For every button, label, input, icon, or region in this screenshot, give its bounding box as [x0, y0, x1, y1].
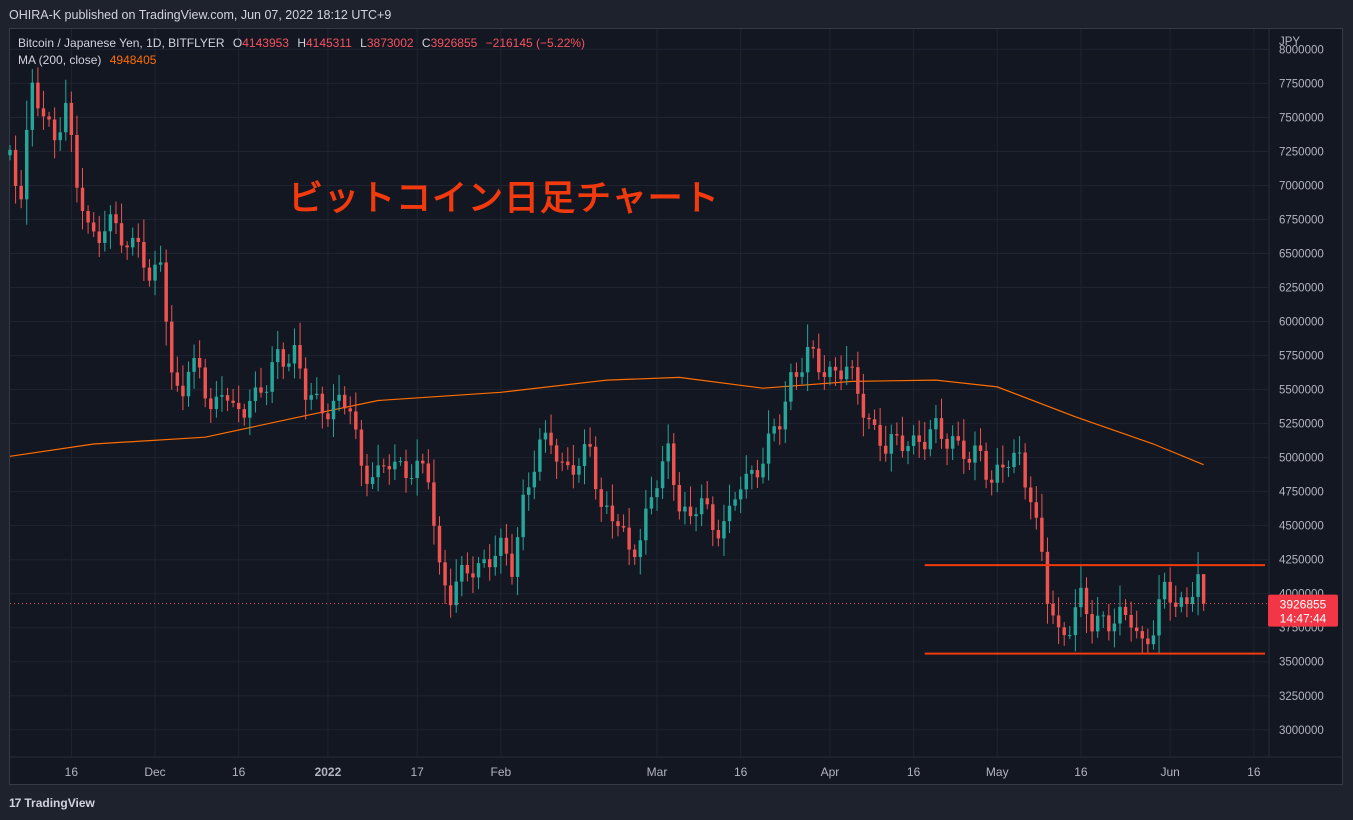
legend-ma-label[interactable]: MA (200, close)	[18, 53, 102, 67]
publisher-header: OHIRA-K published on TradingView.com, Ju…	[0, 0, 1353, 28]
legend-h-label: H	[297, 36, 306, 50]
legend-ma-value: 4948405	[109, 53, 157, 67]
legend-high: 4145311	[305, 36, 352, 50]
tradingview-logo[interactable]: 17 TradingView	[9, 796, 95, 810]
legend-open: 4143953	[242, 36, 289, 50]
tradingview-logo-icon: 17	[9, 796, 21, 810]
legend-ohlc[interactable]: Bitcoin / Japanese Yen, 1D, BITFLYER O41…	[18, 36, 590, 50]
legend-ma[interactable]: MA (200, close) 4948405	[18, 53, 161, 67]
legend-l-label: L	[360, 36, 367, 50]
legend-low: 3873002	[366, 36, 414, 50]
legend-o-label: O	[232, 36, 243, 50]
legend-close: 3926855	[430, 36, 478, 50]
tradingview-logo-text: TradingView	[24, 796, 95, 810]
legend-symbol[interactable]: Bitcoin / Japanese Yen, 1D, BITFLYER	[18, 36, 225, 50]
legend-c-label: C	[421, 36, 431, 50]
chart-annotation-title: ビットコイン日足チャート	[288, 179, 720, 219]
legend-change: −216145 (−5.22%)	[485, 36, 586, 50]
chart-frame[interactable]	[9, 28, 1343, 785]
publisher-text: OHIRA-K published on TradingView.com, Ju…	[9, 8, 392, 22]
footer: 17 TradingView	[0, 786, 1353, 820]
